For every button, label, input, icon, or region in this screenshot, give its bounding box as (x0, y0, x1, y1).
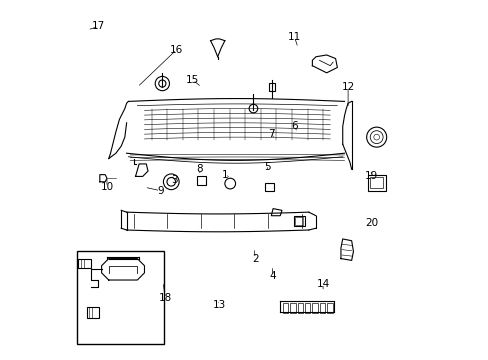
Text: 14: 14 (316, 279, 329, 289)
Text: 13: 13 (212, 300, 225, 310)
Text: 19: 19 (364, 171, 377, 181)
Text: 11: 11 (287, 32, 301, 42)
Text: 4: 4 (269, 271, 276, 282)
Text: 7: 7 (267, 129, 274, 139)
Text: 2: 2 (251, 253, 258, 264)
Bar (294, 217, 303, 225)
Text: 9: 9 (157, 186, 163, 196)
Bar (319, 303, 325, 313)
Bar (86, 307, 99, 318)
Bar (264, 183, 274, 192)
Text: 17: 17 (92, 21, 105, 31)
Bar (367, 175, 385, 191)
Text: 5: 5 (264, 162, 270, 172)
Text: 8: 8 (196, 164, 203, 174)
Bar (326, 303, 332, 313)
Bar (297, 303, 303, 313)
Bar (268, 83, 275, 91)
Text: 3: 3 (171, 175, 178, 185)
Bar (289, 303, 295, 313)
Bar (282, 303, 287, 313)
Text: 20: 20 (364, 218, 377, 228)
Text: 18: 18 (158, 293, 171, 303)
Text: 12: 12 (341, 82, 354, 92)
Bar (369, 177, 382, 188)
Bar (77, 251, 164, 344)
Bar (197, 176, 206, 185)
Text: 10: 10 (100, 182, 113, 192)
Bar (78, 258, 91, 267)
Bar (293, 216, 304, 226)
Text: 15: 15 (186, 75, 199, 85)
Text: 6: 6 (290, 121, 297, 131)
Text: 16: 16 (170, 45, 183, 55)
Bar (312, 303, 317, 313)
Bar (305, 303, 310, 313)
Text: 1: 1 (221, 170, 228, 180)
